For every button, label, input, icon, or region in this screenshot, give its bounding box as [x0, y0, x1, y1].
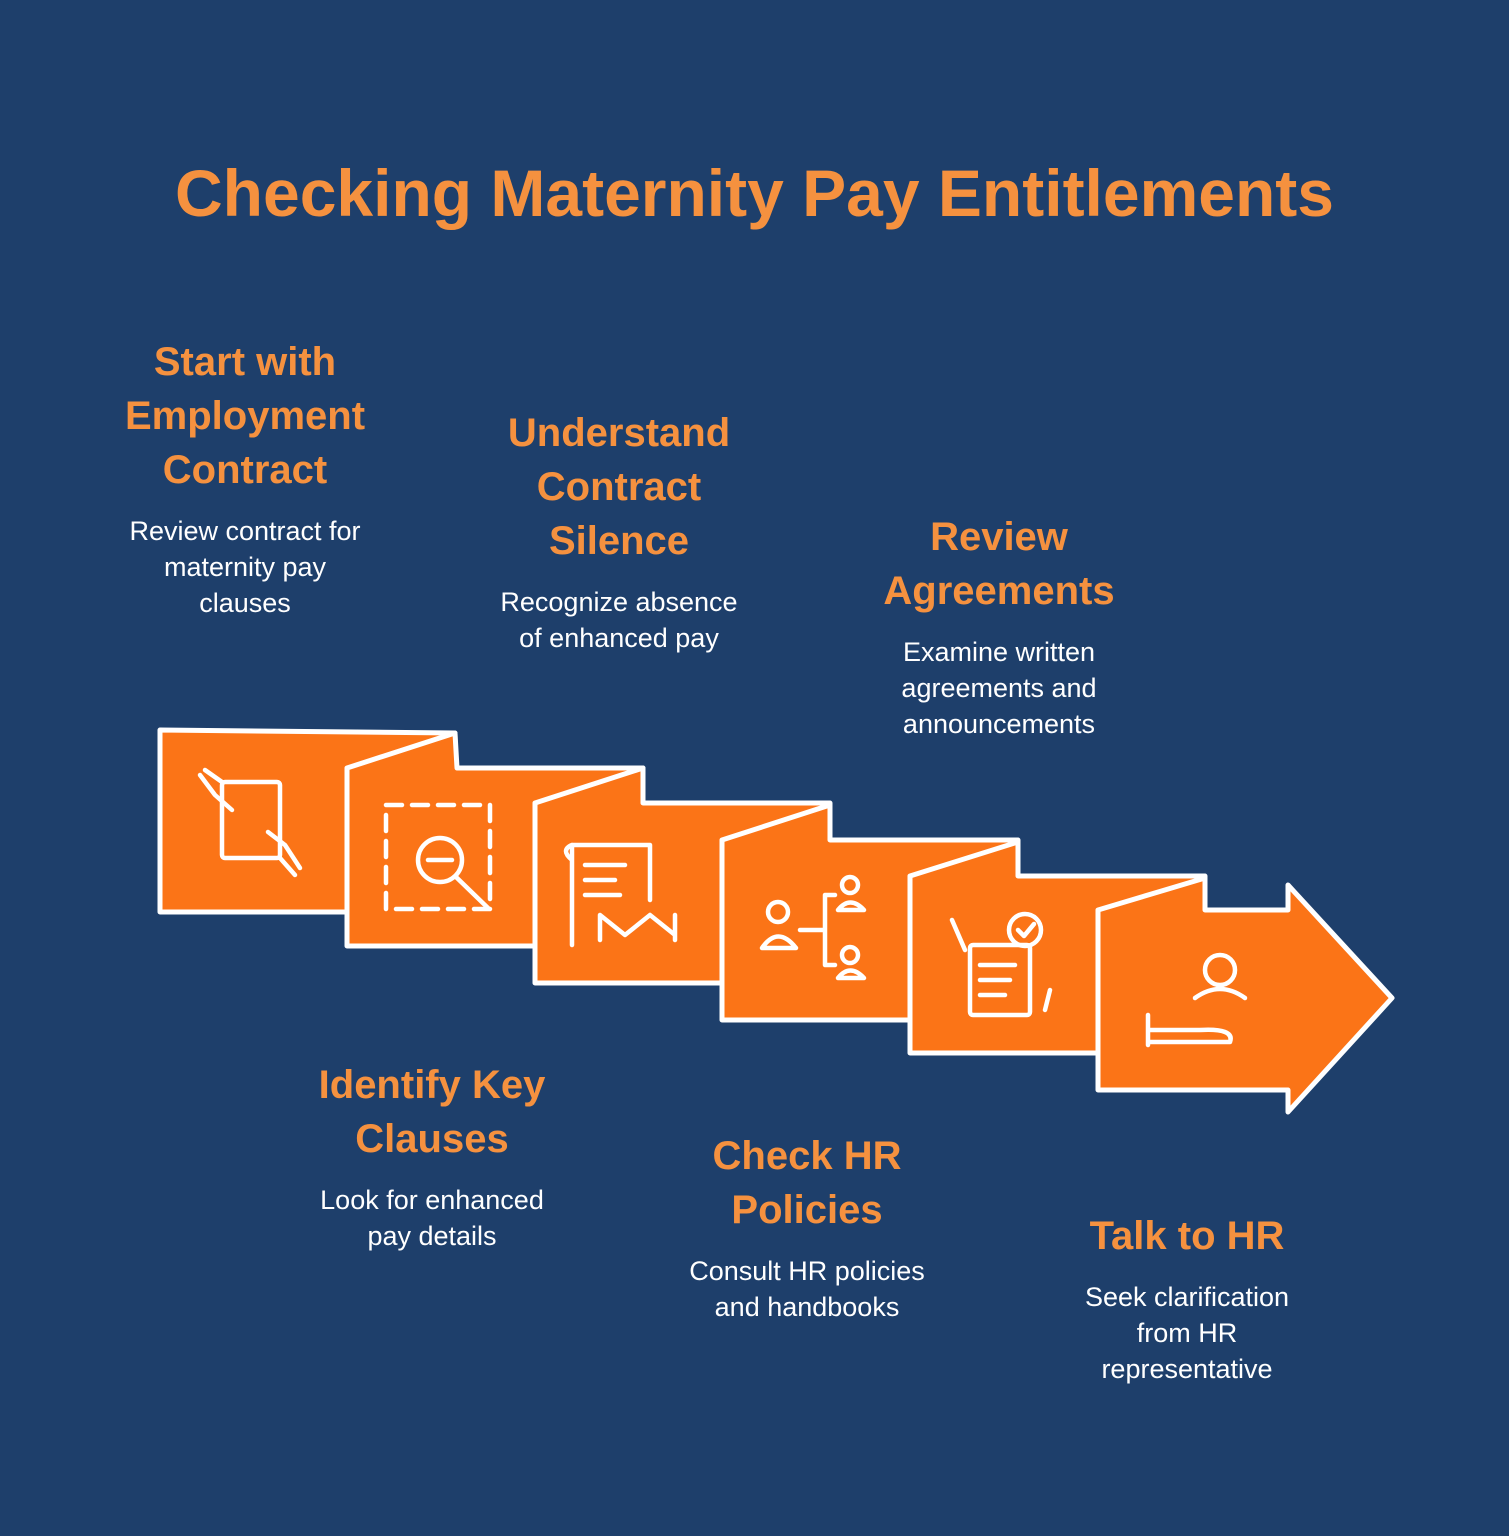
- step-title-line: Policies: [731, 1188, 883, 1232]
- step-description-line: clauses: [199, 588, 291, 618]
- step: Review Agreements Examine written agreement…: [829, 510, 1169, 742]
- step: Identify Key Clauses Look for enhanced pay …: [262, 1058, 602, 1254]
- panel-6-arrow: [1095, 875, 1395, 1115]
- step-title-line: Agreements: [883, 569, 1115, 613]
- step-title: Review Agreements: [829, 510, 1169, 618]
- step-title-line: Review: [930, 515, 1068, 559]
- step-description-line: agreements and: [901, 673, 1097, 703]
- step-title-line: Identify Key: [318, 1063, 546, 1107]
- step-description-line: Consult HR policies: [689, 1256, 925, 1286]
- step-description-line: of enhanced pay: [519, 623, 719, 653]
- step-description-line: announcements: [902, 709, 1096, 739]
- step-description-line: from HR: [1136, 1318, 1238, 1348]
- icon-search: [383, 802, 493, 912]
- step-title-line: Clauses: [355, 1117, 509, 1161]
- step-title-line: Contract: [162, 448, 328, 492]
- step-title: Talk to HR: [1017, 1209, 1357, 1263]
- step: Understand Contract Silence Recognize absen…: [449, 406, 789, 656]
- step-description: Recognize absence of enhanced pay: [449, 584, 789, 656]
- step-title: Understand Contract Silence: [449, 406, 789, 568]
- step-description-line: Recognize absence: [500, 587, 738, 617]
- step-title-line: Talk to HR: [1089, 1214, 1285, 1258]
- step-title-line: Employment: [124, 394, 366, 438]
- step-description: Examine written agreements and announcemen…: [829, 634, 1169, 742]
- icon-document-hands: [197, 767, 303, 878]
- step: Talk to HR Seek clarification from HR repre…: [1017, 1209, 1357, 1387]
- step-title: Identify Key Clauses: [262, 1058, 602, 1166]
- diagram-title: Checking Maternity Pay Entitlements: [175, 156, 1334, 230]
- icon-organization: [759, 874, 867, 981]
- step-description-line: pay details: [367, 1221, 497, 1251]
- step-description: Look for enhanced pay details: [262, 1182, 602, 1254]
- step-title: Check HR Policies: [637, 1129, 977, 1237]
- step-description-line: and handbooks: [714, 1292, 900, 1322]
- icon-person-hand: [1145, 952, 1248, 1048]
- icon-contract: [563, 842, 678, 948]
- step-title-line: Start with: [153, 340, 337, 384]
- step-title-line: Check HR: [712, 1134, 902, 1178]
- step-description: Seek clarification from HR representative: [1017, 1279, 1357, 1387]
- icon-checklist: [949, 911, 1053, 1018]
- step-title-line: Silence: [548, 519, 690, 563]
- step-description: Review contract for maternity pay clauses: [75, 513, 415, 621]
- step: Start with Employment Contract Review contr…: [75, 335, 415, 621]
- step-description-line: representative: [1101, 1354, 1273, 1384]
- step-title-line: Contract: [536, 465, 702, 509]
- step-title: Start with Employment Contract: [75, 335, 415, 497]
- step: Check HR Policies Consult HR policies and h…: [637, 1129, 977, 1325]
- step-description-line: Seek clarification: [1084, 1282, 1290, 1312]
- step-description-line: maternity pay: [163, 552, 327, 582]
- step-description-line: Examine written: [902, 637, 1096, 667]
- step-description-line: Review contract for: [129, 516, 361, 546]
- step-description-line: Look for enhanced: [320, 1185, 544, 1215]
- step-description: Consult HR policies and handbooks: [637, 1253, 977, 1325]
- step-title-line: Understand: [507, 411, 731, 455]
